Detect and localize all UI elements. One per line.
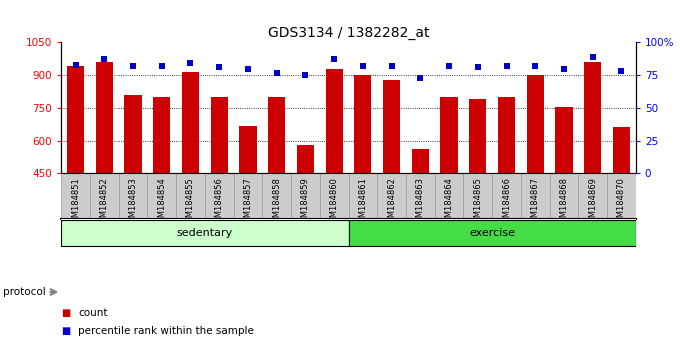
Bar	[526, 75, 544, 173]
Bar	[441, 97, 458, 173]
FancyBboxPatch shape	[234, 173, 262, 219]
Text: GSM184856: GSM184856	[215, 177, 224, 228]
Point	[99, 57, 109, 62]
Point	[415, 75, 426, 81]
Text: count: count	[78, 308, 107, 318]
Bar	[124, 95, 141, 173]
Point	[128, 63, 139, 69]
Bar	[268, 97, 286, 173]
FancyBboxPatch shape	[607, 173, 636, 219]
Bar	[296, 145, 314, 173]
Bar	[584, 62, 601, 173]
Text: GSM184865: GSM184865	[473, 177, 482, 228]
FancyBboxPatch shape	[435, 173, 464, 219]
Bar	[354, 75, 371, 173]
Text: GSM184851: GSM184851	[71, 177, 80, 228]
Text: GSM184863: GSM184863	[416, 177, 425, 228]
Bar	[182, 72, 199, 173]
Text: GSM184860: GSM184860	[330, 177, 339, 228]
Text: GSM184869: GSM184869	[588, 177, 597, 228]
Point	[443, 63, 454, 69]
FancyBboxPatch shape	[291, 173, 320, 219]
FancyBboxPatch shape	[90, 173, 118, 219]
Text: GSM184867: GSM184867	[531, 177, 540, 228]
Bar	[211, 97, 228, 173]
FancyBboxPatch shape	[349, 173, 377, 219]
FancyBboxPatch shape	[464, 173, 492, 219]
Point	[558, 66, 569, 72]
Point	[156, 63, 167, 69]
Bar	[96, 62, 113, 173]
Text: GSM184868: GSM184868	[560, 177, 568, 228]
Point	[243, 66, 254, 72]
Text: GSM184855: GSM184855	[186, 177, 195, 228]
Text: GSM184852: GSM184852	[100, 177, 109, 228]
FancyBboxPatch shape	[406, 173, 435, 219]
Point	[616, 68, 627, 74]
Text: sedentary: sedentary	[177, 228, 233, 238]
Text: GSM184853: GSM184853	[129, 177, 137, 228]
Text: GSM184858: GSM184858	[272, 177, 281, 228]
Bar	[411, 149, 429, 173]
Text: GSM184857: GSM184857	[243, 177, 252, 228]
Point	[501, 63, 512, 69]
FancyBboxPatch shape	[579, 173, 607, 219]
Bar	[383, 80, 401, 173]
Point	[328, 57, 339, 62]
Text: GSM184870: GSM184870	[617, 177, 626, 228]
Text: GSM184854: GSM184854	[157, 177, 166, 228]
Text: ■: ■	[61, 308, 71, 318]
FancyBboxPatch shape	[320, 173, 349, 219]
Bar	[153, 97, 171, 173]
FancyBboxPatch shape	[549, 173, 579, 219]
Text: percentile rank within the sample: percentile rank within the sample	[78, 326, 254, 336]
Bar	[613, 127, 630, 173]
Bar	[556, 107, 573, 173]
Text: GSM184859: GSM184859	[301, 177, 310, 228]
Bar	[67, 67, 84, 173]
Bar	[61, 221, 349, 246]
Point	[214, 64, 224, 70]
FancyBboxPatch shape	[176, 173, 205, 219]
Point	[530, 63, 541, 69]
Point	[473, 64, 483, 70]
Text: GSM184861: GSM184861	[358, 177, 367, 228]
Point	[70, 62, 81, 68]
Point	[358, 63, 369, 69]
Text: protocol: protocol	[3, 287, 46, 297]
Text: GSM184864: GSM184864	[445, 177, 454, 228]
FancyBboxPatch shape	[148, 173, 176, 219]
Point	[300, 72, 311, 78]
FancyBboxPatch shape	[492, 173, 521, 219]
Bar	[349, 221, 636, 246]
Point	[386, 63, 397, 69]
Bar	[498, 97, 515, 173]
FancyBboxPatch shape	[521, 173, 549, 219]
FancyBboxPatch shape	[118, 173, 148, 219]
Point	[185, 61, 196, 66]
Bar	[239, 126, 256, 173]
FancyBboxPatch shape	[377, 173, 406, 219]
Point	[271, 70, 282, 75]
Title: GDS3134 / 1382282_at: GDS3134 / 1382282_at	[268, 26, 429, 40]
Text: ■: ■	[61, 326, 71, 336]
Point	[588, 54, 598, 60]
Bar	[326, 69, 343, 173]
FancyBboxPatch shape	[262, 173, 291, 219]
Bar	[469, 99, 486, 173]
FancyBboxPatch shape	[205, 173, 234, 219]
FancyBboxPatch shape	[61, 173, 90, 219]
Text: exercise: exercise	[469, 228, 515, 238]
Text: GSM184866: GSM184866	[502, 177, 511, 228]
Text: GSM184862: GSM184862	[387, 177, 396, 228]
